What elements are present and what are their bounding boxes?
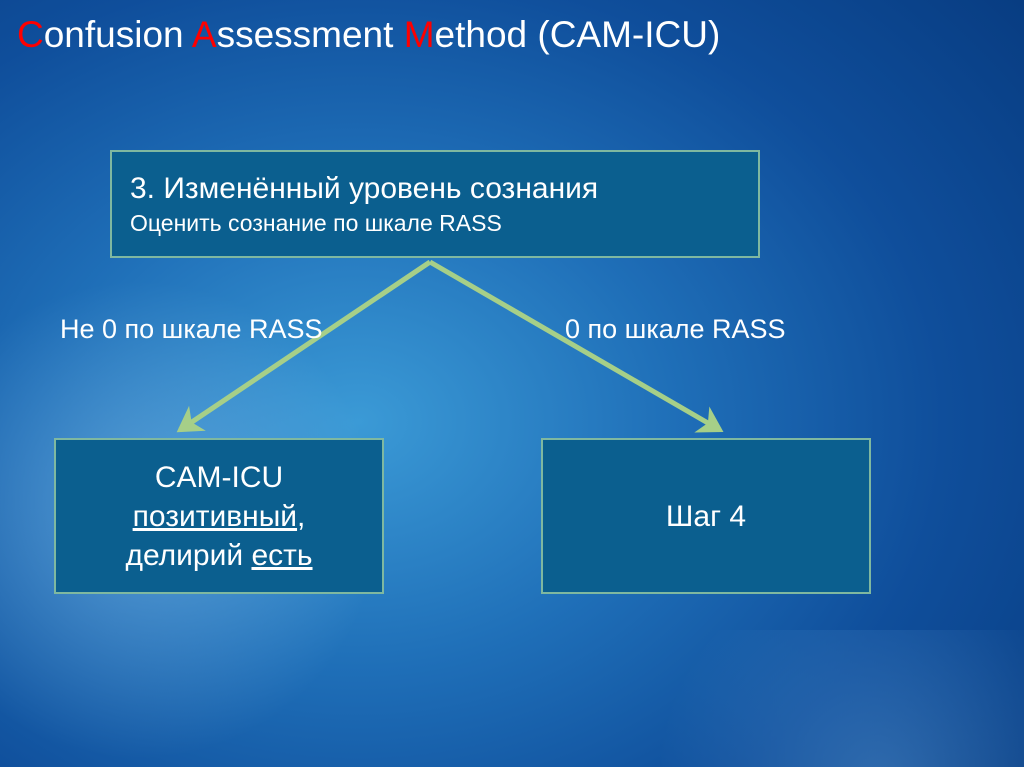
result-step4-box: Шаг 4 (541, 438, 871, 594)
arrow-right (430, 262, 720, 430)
step3-subheading: Оценить сознание по шкале RASS (130, 210, 758, 237)
result-positive-box: CAM-ICU позитивный, делирий есть (54, 438, 384, 594)
slide-title: Confusion Assessment Method (CAM-ICU) (17, 14, 720, 56)
result-line1: CAM-ICU (155, 458, 283, 497)
flow-arrows (0, 0, 1024, 767)
arrow-left (180, 262, 430, 430)
branch-label-not-zero: Не 0 по шкале RASS (60, 314, 323, 345)
branch-label-zero: 0 по шкале RASS (565, 314, 786, 345)
step3-box: 3. Изменённый уровень сознания Оценить с… (110, 150, 760, 258)
result-line3: делирий есть (125, 536, 312, 575)
slide-stage: Confusion Assessment Method (CAM-ICU) 3.… (0, 0, 1024, 767)
result-line2: позитивный, (133, 497, 306, 536)
result-step4-text: Шаг 4 (666, 497, 746, 536)
step3-heading: 3. Изменённый уровень сознания (130, 172, 758, 206)
